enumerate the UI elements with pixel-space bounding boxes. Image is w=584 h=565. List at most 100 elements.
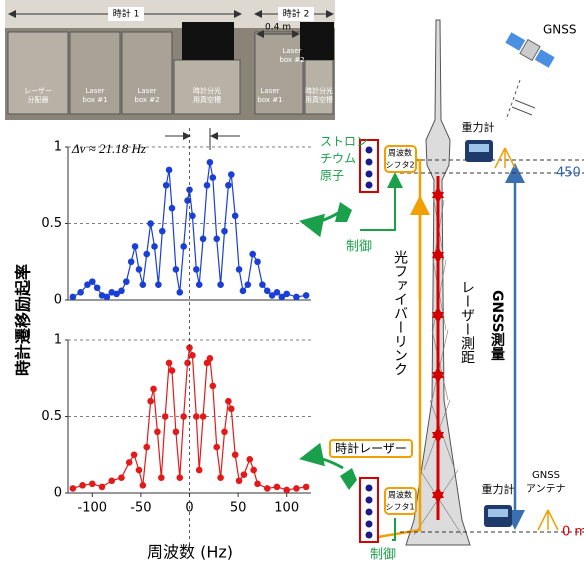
data-point <box>123 278 130 285</box>
gnss-antenna-label: アンテナ <box>526 483 566 495</box>
data-point <box>240 288 247 295</box>
rack-label: 時計分光 <box>193 86 221 95</box>
data-point <box>274 289 281 296</box>
data-point <box>217 281 224 288</box>
data-point <box>245 281 252 288</box>
data-point <box>143 444 150 451</box>
data-point <box>89 481 96 488</box>
data-point <box>180 413 187 420</box>
data-point <box>173 429 180 436</box>
rack-label: Laser <box>260 87 279 95</box>
data-point <box>259 281 266 288</box>
data-point <box>228 171 235 178</box>
data-point <box>94 284 101 291</box>
data-point <box>232 213 239 220</box>
data-point <box>293 294 300 301</box>
data-point <box>136 266 143 273</box>
data-point <box>254 258 261 265</box>
clock-laser-label: 時計レーザー <box>335 441 407 456</box>
data-point <box>162 413 169 420</box>
data-point <box>196 281 203 288</box>
data-point <box>232 451 239 458</box>
data-point <box>140 482 147 489</box>
data-point <box>264 485 271 492</box>
data-point <box>180 243 187 250</box>
data-point <box>166 167 173 174</box>
height-label: 450 m <box>556 166 584 181</box>
data-point <box>104 294 111 301</box>
data-point <box>99 484 106 491</box>
data-point <box>303 292 310 299</box>
data-point <box>193 413 200 420</box>
rack-label: Laser <box>137 87 156 95</box>
data-point <box>147 398 154 405</box>
data-point <box>189 352 196 359</box>
gnss-antenna-label: GNSS <box>532 470 560 481</box>
data-point <box>158 474 165 481</box>
gnss-survey-label: GNSS測量 <box>489 290 505 362</box>
data-point <box>132 243 139 250</box>
rack-label: box #2 <box>134 96 159 104</box>
x-axis-label: 周波数 (Hz) <box>147 543 233 562</box>
data-point <box>225 182 232 189</box>
data-point <box>241 471 248 478</box>
shifter-label: シフタ1 <box>385 503 414 512</box>
data-point <box>70 294 77 301</box>
y-tick-label: 0.5 <box>41 216 62 231</box>
x-tick-label: -50 <box>130 501 151 516</box>
figure: 時計 1 時計 2 0.4 m レーザー分配器Laserbox #1Laserb… <box>0 0 584 565</box>
clock-label: 時計 1 <box>113 8 140 20</box>
data-point <box>213 444 220 451</box>
data-point <box>155 281 162 288</box>
data-point <box>118 474 125 481</box>
data-point <box>213 236 220 243</box>
rack-label: box #2 <box>279 56 304 64</box>
data-point <box>147 220 154 227</box>
data-point <box>159 228 166 235</box>
data-point <box>236 266 243 273</box>
annotation: Δν ≈ 21.18 Hz <box>71 141 146 156</box>
data-point <box>143 251 150 258</box>
data-point <box>250 467 257 474</box>
data-point <box>303 484 310 491</box>
laser-ranging-label: レーザー測距 <box>459 280 475 364</box>
x-tick-label: 50 <box>230 501 247 516</box>
data-point <box>225 398 232 405</box>
rack-label: 用真空槽 <box>305 95 333 104</box>
y-tick-label: 1 <box>54 333 62 348</box>
data-point <box>210 174 217 181</box>
data-point <box>217 474 224 481</box>
rack-label: Laser <box>282 47 301 55</box>
x-tick-label: 100 <box>274 501 299 516</box>
gnss-label: GNSS <box>543 23 577 37</box>
data-point <box>89 278 96 285</box>
data-point <box>207 355 214 362</box>
y-tick-label: 0 <box>54 293 62 308</box>
data-point <box>150 386 157 393</box>
data-point <box>151 243 158 250</box>
clock-label: 時計 2 <box>283 8 310 20</box>
y-tick-label: 0.5 <box>41 409 62 424</box>
shifter-label: 周波数 <box>388 490 412 500</box>
data-point <box>77 289 84 296</box>
data-point <box>283 291 290 298</box>
data-point <box>173 266 180 273</box>
data-point <box>246 456 253 463</box>
data-point <box>264 288 271 295</box>
shifter-label: シフタ2 <box>385 161 414 170</box>
data-point <box>200 236 207 243</box>
data-point <box>126 459 133 466</box>
height-label: 0 m <box>562 525 584 540</box>
atom-label: 原子 <box>320 169 344 183</box>
x-tick-label: -100 <box>78 501 108 516</box>
data-point <box>140 281 147 288</box>
y-tick-label: 0 <box>54 486 62 501</box>
data-point <box>118 288 125 295</box>
data-point <box>193 266 200 273</box>
gravimeter-label: 重力計 <box>482 482 515 496</box>
data-point <box>176 289 183 296</box>
shifter-label: 周波数 <box>388 148 412 158</box>
data-point <box>189 213 196 220</box>
data-point <box>228 406 235 413</box>
